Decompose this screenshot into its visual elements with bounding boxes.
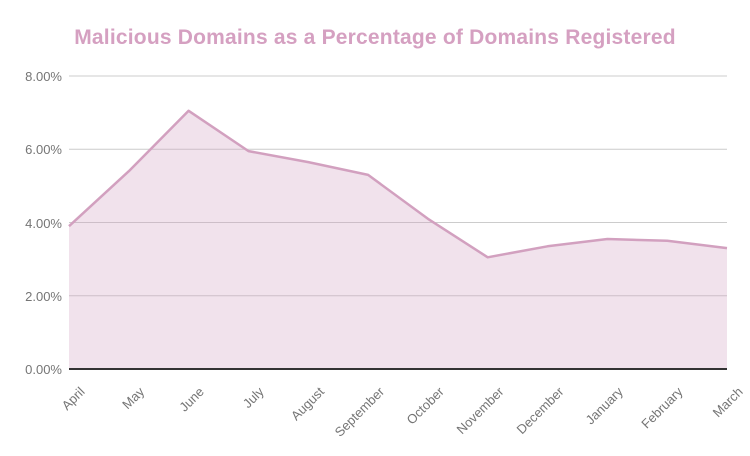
y-axis-label: 4.00% (25, 215, 62, 231)
y-axis-label: 2.00% (25, 288, 62, 304)
y-axis-label: 6.00% (25, 142, 62, 158)
y-axis-label: 8.00% (25, 69, 62, 84)
y-axis-label: 0.00% (25, 362, 62, 377)
series-line (68, 109, 728, 259)
area-fill (69, 110, 727, 370)
chart-title: Malicious Domains as a Percentage of Dom… (74, 26, 676, 49)
